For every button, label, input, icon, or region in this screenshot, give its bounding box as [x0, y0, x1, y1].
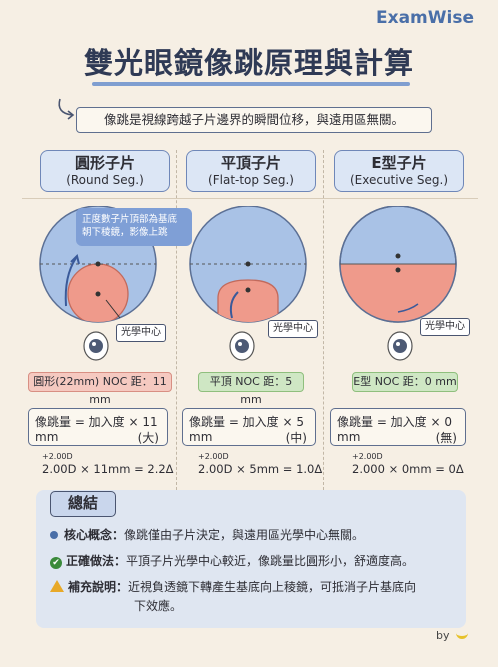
formula-magnitude: (無)	[435, 431, 457, 445]
warning-icon	[50, 580, 64, 592]
curved-arrow-icon	[58, 98, 75, 120]
formula-box-flat: 像跳量 = 加入度 × 5 mm (中)	[182, 408, 316, 446]
optical-center-label: 光學中心	[420, 318, 470, 336]
summary-row-core: 核心概念：像跳僅由子片決定，與遠用區光學中心無關。	[50, 526, 364, 545]
summary-label: 核心概念：	[64, 528, 125, 542]
header-round-en: (Round Seg.)	[66, 173, 144, 187]
formula-text: 像跳量 = 加入度 × 11 mm	[35, 415, 158, 444]
noc-distance-tag-exec: E型 NOC 距：0 mm	[352, 372, 458, 392]
page-title: 雙光眼鏡像跳原理與計算	[83, 46, 414, 80]
calc-add-power: +2.00D	[198, 452, 229, 461]
formula-box-exec: 像跳量 = 加入度 × 0 mm (無)	[330, 408, 466, 446]
callout-note: 正度數子片頂部為基底朝下稜鏡，影像上跳	[76, 208, 192, 246]
banana-icon	[456, 628, 468, 639]
header-divider	[22, 198, 478, 199]
summary-label: 補充說明：	[68, 580, 129, 594]
formula-box-round: 像跳量 = 加入度 × 11 mm (大)	[28, 408, 168, 446]
footer-credit: by	[436, 628, 468, 642]
title-underline	[92, 82, 410, 86]
flat-top-lens-diagram	[189, 206, 307, 361]
summary-title: 總結	[50, 491, 116, 517]
header-flat-en: (Flat-top Seg.)	[208, 173, 294, 187]
executive-lens-diagram	[339, 206, 457, 361]
summary-text-continued: 下效應。	[134, 599, 183, 613]
noc-distance-tag-round: 圓形(22mm) NOC 距：11 mm	[28, 372, 172, 406]
calc-result-flat: 2.00D × 5mm = 1.0Δ	[198, 462, 323, 476]
summary-row-note: 補充說明：近視負透鏡下轉產生基底向上稜鏡，可抵消子片基底向	[50, 578, 416, 597]
footer-text: by	[436, 629, 450, 642]
summary-row-correct: ✔ 正確做法：平頂子片光學中心較近，像跳量比圓形小，舒適度高。	[50, 552, 414, 571]
subtitle-box: 像跳是視線跨越子片邊界的瞬間位移，與遠用區無關。	[76, 107, 432, 133]
calc-add-power: +2.00D	[352, 452, 383, 461]
noc-distance-tag-flat: 平頂 NOC 距：5 mm	[198, 372, 304, 406]
header-flat-name: 平頂子片	[220, 154, 281, 172]
summary-text: 像跳僅由子片決定，與遠用區光學中心無關。	[124, 528, 365, 542]
calc-add-power: +2.00D	[42, 452, 73, 461]
header-flat-top-seg: 平頂子片 (Flat-top Seg.)	[186, 150, 316, 192]
calc-result-round: 2.00D × 11mm = 2.2Δ	[42, 462, 174, 476]
optical-center-label: 光學中心	[268, 320, 318, 338]
formula-text: 像跳量 = 加入度 × 0 mm	[337, 415, 453, 444]
column-divider	[176, 150, 177, 490]
summary-text: 近視負透鏡下轉產生基底向上稜鏡，可抵消子片基底向	[128, 580, 417, 594]
header-executive-seg: E型子片 (Executive Seg.)	[334, 150, 464, 192]
formula-magnitude: (大)	[137, 431, 159, 445]
calc-result-exec: 2.000 × 0mm = 0Δ	[352, 462, 464, 476]
bullet-dot-icon	[50, 531, 58, 539]
header-round-name: 圓形子片	[74, 154, 135, 172]
formula-magnitude: (中)	[285, 431, 307, 445]
column-divider	[323, 150, 324, 490]
optical-center-label: 光學中心	[116, 324, 166, 342]
check-icon: ✔	[50, 557, 62, 569]
formula-text: 像跳量 = 加入度 × 5 mm	[189, 415, 305, 444]
summary-label: 正確做法：	[66, 554, 127, 568]
summary-text: 平頂子片光學中心較近，像跳量比圓形小，舒適度高。	[126, 554, 415, 568]
brand-logo: ExamWise	[376, 8, 474, 28]
header-exec-name: E型子片	[371, 154, 427, 172]
header-exec-en: (Executive Seg.)	[349, 173, 449, 187]
header-round-seg: 圓形子片 (Round Seg.)	[40, 150, 170, 192]
